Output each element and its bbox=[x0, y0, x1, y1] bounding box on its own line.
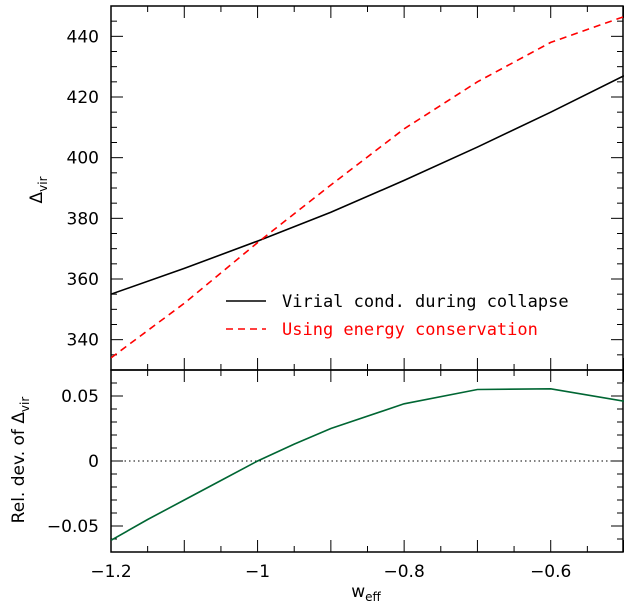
x-tick-label: −1 bbox=[245, 562, 270, 582]
y-tick-label: 420 bbox=[67, 88, 99, 108]
bottom-ylabel: Rel. dev. of Δvir bbox=[9, 397, 32, 524]
x-tick-label: −0.8 bbox=[384, 562, 425, 582]
legend-label-solid: Virial cond. during collapse bbox=[282, 292, 569, 312]
legend-label-dashed: Using energy conservation bbox=[282, 320, 538, 340]
y-tick-label: 0.05 bbox=[61, 387, 99, 407]
xlabel-sub: eff bbox=[365, 590, 381, 604]
series-line-0-0 bbox=[111, 75, 624, 295]
top-ylabel-main: Δ bbox=[27, 192, 47, 204]
y-tick-label: 360 bbox=[67, 270, 99, 290]
series-line-1-0 bbox=[111, 388, 624, 541]
y-tick-label: −0.05 bbox=[47, 517, 99, 537]
y-tick-label: 400 bbox=[67, 149, 99, 169]
y-tick-label: 440 bbox=[67, 27, 99, 47]
series-line-0-1 bbox=[111, 15, 624, 359]
plot-frame bbox=[110, 5, 624, 371]
bottom-ylabel-main: Rel. dev. of Δ bbox=[9, 412, 29, 524]
top-ylabel: Δvir bbox=[27, 176, 50, 203]
xlabel: weff bbox=[351, 582, 381, 604]
top-panel: 340 360 380 400 420 440 bbox=[67, 5, 624, 371]
x-tick-label: −1.2 bbox=[90, 562, 131, 582]
legend: Virial cond. during collapse Using energ… bbox=[226, 292, 569, 340]
y-tick-label: 340 bbox=[67, 331, 99, 351]
y-tick-label: 0 bbox=[88, 452, 99, 472]
bottom-panel: −0.05 0 0.05 −1.2 −1 −0.8 −0.6 bbox=[47, 369, 624, 582]
y-tick-label: 380 bbox=[67, 209, 99, 229]
x-tick-label: −0.6 bbox=[530, 562, 571, 582]
xlabel-main: w bbox=[351, 582, 365, 602]
top-ylabel-sub: vir bbox=[36, 176, 50, 191]
bottom-ylabel-sub: vir bbox=[18, 397, 32, 412]
